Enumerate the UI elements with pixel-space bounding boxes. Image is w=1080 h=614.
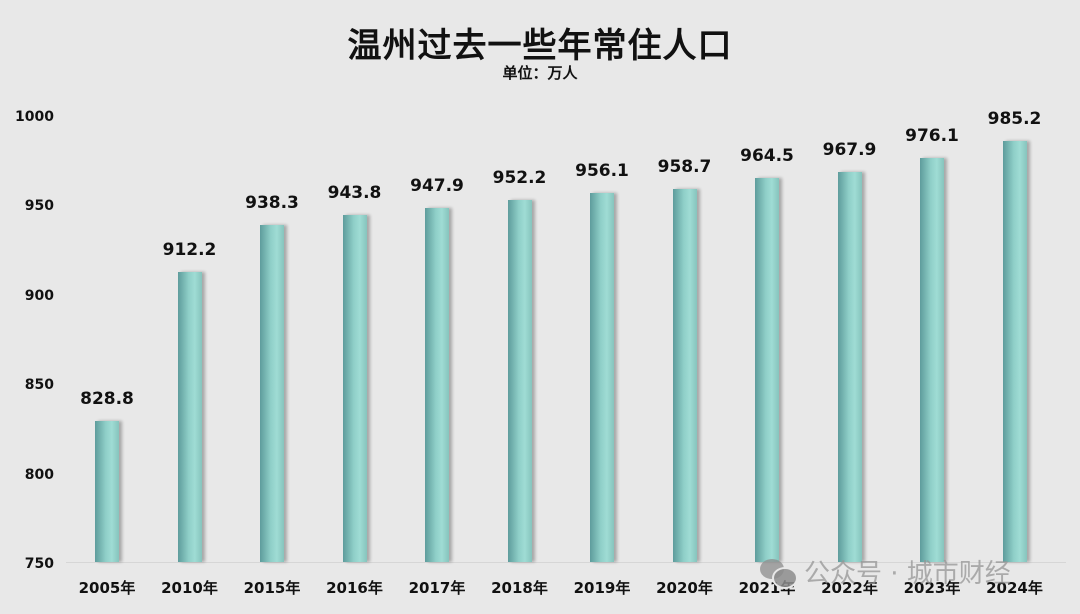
- watermark: 公众号 · 城市财经: [760, 553, 1011, 590]
- x-tick-label: 2023年: [903, 579, 961, 597]
- wechat-icon: [760, 557, 798, 589]
- bar-value-label: 828.8: [80, 389, 134, 410]
- x-tick-label: 2022年: [821, 579, 878, 597]
- watermark-text: 公众号 · 城市财经: [804, 559, 1011, 589]
- bar: [755, 178, 779, 562]
- x-tick-label: 2005年: [78, 579, 136, 597]
- bar-value-label: 952.2: [492, 168, 547, 189]
- bar: [507, 200, 532, 562]
- bar-value-label: 956.1: [575, 161, 629, 182]
- x-tick-label: 2016年: [326, 579, 383, 597]
- chart-subtitle: 单位：万人: [502, 64, 578, 82]
- y-tick-label: 850: [24, 377, 54, 394]
- x-axis-line: [66, 562, 1066, 563]
- bar-value-label: 947.9: [410, 176, 464, 197]
- y-tick-label: 950: [24, 198, 54, 215]
- bar-value-label: 976.1: [905, 125, 959, 146]
- bar: [672, 188, 697, 562]
- y-tick-label: 1000: [15, 109, 54, 125]
- bar: [1002, 141, 1027, 562]
- bar: [342, 215, 367, 562]
- x-tick-label: 2019年: [573, 579, 631, 597]
- bar: [95, 421, 119, 562]
- bar-value-label: 967.9: [822, 140, 877, 161]
- bar: [177, 271, 202, 562]
- y-tick-label: 900: [24, 287, 54, 304]
- bar: [920, 157, 944, 562]
- bar-value-label: 943.8: [327, 183, 382, 204]
- y-tick-label: 800: [24, 466, 54, 483]
- bar-value-label: 958.7: [657, 156, 712, 177]
- bar: [837, 172, 862, 562]
- x-tick-label: 2017年: [408, 579, 466, 597]
- bar-value-label: 985.2: [987, 109, 1042, 130]
- y-tick-label: 750: [24, 556, 54, 572]
- bar: [260, 225, 284, 562]
- bar: [425, 208, 449, 562]
- bar-value-label: 938.3: [245, 193, 299, 214]
- x-tick-label: 2024年: [986, 579, 1043, 597]
- x-tick-label: 2020年: [656, 579, 713, 597]
- x-tick-label: 2015年: [243, 579, 301, 597]
- bar-value-label: 964.5: [740, 146, 794, 167]
- bar-value-label: 912.2: [162, 239, 217, 260]
- bar: [590, 193, 614, 562]
- x-tick-label: 2010年: [161, 579, 218, 597]
- chart-title: 温州过去一些年常住人口: [347, 26, 733, 66]
- x-tick-label: 2018年: [491, 579, 548, 597]
